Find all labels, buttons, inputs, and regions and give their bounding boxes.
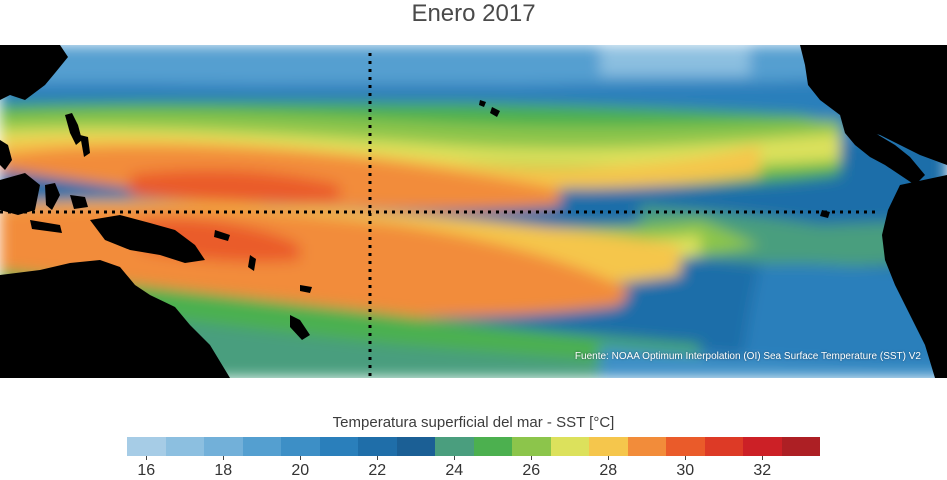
colorbar-swatch [512, 437, 551, 456]
colorbar-swatch [627, 437, 666, 456]
colorbar [127, 437, 820, 456]
colorbar-tick [608, 456, 610, 460]
colorbar-tick [454, 456, 456, 460]
land-borneo [0, 173, 40, 215]
sst-band [0, 45, 947, 85]
source-note: Fuente: NOAA Optimum Interpolation (OI) … [574, 351, 921, 362]
land-hawaii [490, 107, 500, 117]
land-central-america [840, 115, 925, 185]
sst-band [600, 345, 947, 378]
land-philippines [80, 135, 90, 157]
colorbar-swatch [781, 437, 820, 456]
colorbar-swatch [281, 437, 320, 456]
colorbar-tick-label: 26 [522, 462, 541, 479]
land-solomon [214, 230, 230, 241]
colorbar-swatch [165, 437, 204, 456]
colorbar-tick [685, 456, 687, 460]
colorbar-swatch [550, 437, 589, 456]
land-north-america [800, 45, 947, 165]
colorbar-swatch [435, 437, 474, 456]
land-asia [0, 45, 68, 100]
colorbar-ticks: 16 18 20 22 24 26 28 30 32 [127, 456, 820, 480]
land-fiji [300, 285, 312, 293]
colorbar-tick-label: 32 [753, 462, 772, 479]
colorbar-tick-label: 16 [137, 462, 156, 479]
colorbar-swatch [127, 437, 166, 456]
colorbar-tick [377, 456, 379, 460]
colorbar-swatch [743, 437, 782, 456]
colorbar-swatch [704, 437, 743, 456]
colorbar-tick-label: 18 [214, 462, 233, 479]
sst-band [740, 263, 947, 378]
colorbar-tick [300, 456, 302, 460]
land-indonesia [70, 195, 88, 209]
land-hawaii [479, 100, 486, 107]
sst-map [0, 45, 947, 378]
colorbar-swatch [666, 437, 705, 456]
colorbar-swatch [589, 437, 628, 456]
colorbar-tick-label: 20 [291, 462, 310, 479]
colorbar-tick [531, 456, 533, 460]
colorbar-swatch [242, 437, 281, 456]
land-vanuatu [248, 255, 256, 271]
colorbar-title: Temperatura superficial del mar - SST [°… [332, 414, 615, 431]
land-masses [0, 45, 947, 378]
land-indonesia [30, 220, 62, 233]
land-sulawesi [45, 183, 60, 210]
sst-band [600, 45, 750, 75]
colorbar-swatch [204, 437, 243, 456]
land-australia [0, 260, 230, 378]
colorbar-tick-label: 22 [368, 462, 387, 479]
colorbar-tick-label: 28 [599, 462, 618, 479]
colorbar-tick [762, 456, 764, 460]
colorbar-tick-label: 24 [445, 462, 464, 479]
land-south-america [882, 175, 947, 378]
colorbar-swatch [473, 437, 512, 456]
sst-band [130, 169, 340, 205]
colorbar-tick-label: 30 [676, 462, 695, 479]
colorbar-tick [146, 456, 148, 460]
colorbar-tick [223, 456, 225, 460]
sst-band [0, 127, 840, 166]
colorbar-swatch [396, 437, 435, 456]
colorbar-swatch [358, 437, 397, 456]
map-title: Enero 2017 [411, 0, 536, 27]
land-asia [0, 140, 12, 170]
land-galapagos [820, 210, 830, 218]
land-philippines [65, 113, 82, 145]
land-nz [290, 315, 310, 340]
land-new-guinea [90, 215, 205, 263]
colorbar-swatch [319, 437, 358, 456]
